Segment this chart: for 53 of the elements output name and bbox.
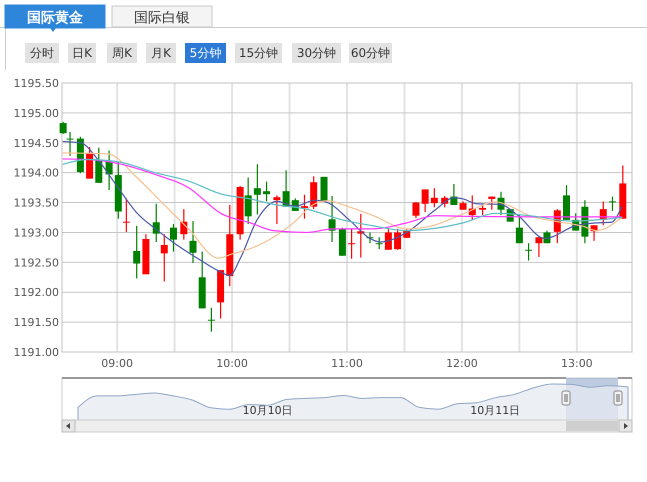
candlestick xyxy=(525,242,532,262)
candlestick xyxy=(412,201,420,219)
candlestick xyxy=(160,234,168,282)
candlestick xyxy=(384,228,392,250)
candlestick xyxy=(608,196,616,212)
candlestick xyxy=(273,194,280,225)
candlestick xyxy=(263,181,270,202)
candlestick xyxy=(376,236,383,250)
y-tick-label: 1195.00 xyxy=(14,106,59,120)
text: 国际黄金 xyxy=(27,10,84,26)
candlestick xyxy=(170,223,177,252)
y-tick-label: 1194.50 xyxy=(14,136,59,150)
y-tick-label: 1192.50 xyxy=(14,256,59,270)
candlestick xyxy=(66,131,74,157)
candlestick xyxy=(430,188,438,208)
x-tick-label: 09:00 xyxy=(101,357,134,370)
text: 日K xyxy=(72,46,94,60)
candlestick xyxy=(244,176,252,225)
candlestick xyxy=(488,196,496,210)
text: 60分钟 xyxy=(350,46,390,60)
candlestick xyxy=(300,194,308,220)
y-tick-label: 1192.00 xyxy=(14,286,59,300)
candlestick xyxy=(535,236,542,258)
candlestick xyxy=(348,228,356,260)
candlestick xyxy=(60,121,67,134)
text: 月K xyxy=(151,46,172,60)
text: 30分钟 xyxy=(296,46,336,60)
y-tick-label: 1195.50 xyxy=(14,77,59,90)
x-tick-label: 10月10日 xyxy=(242,404,293,417)
y-tick-label: 1191.00 xyxy=(14,346,59,359)
candlestick xyxy=(516,214,523,244)
candlestick xyxy=(190,220,197,264)
x-tick-label: 11:00 xyxy=(331,357,363,370)
y-tick-label: 1194.00 xyxy=(14,166,59,180)
text: 周K xyxy=(112,46,134,60)
text: 分时 xyxy=(30,46,54,60)
candlestick xyxy=(208,307,215,332)
candlestick xyxy=(422,188,429,213)
x-tick-label: 13:00 xyxy=(560,357,593,370)
x-tick-label: 10月11日 xyxy=(470,404,520,417)
y-tick-label: 1193.00 xyxy=(14,226,59,240)
text: 15分钟 xyxy=(238,46,278,60)
candlestick xyxy=(95,146,102,184)
candlestick xyxy=(254,164,261,216)
y-tick-label: 1193.50 xyxy=(14,196,59,210)
candlestick xyxy=(122,198,130,232)
x-tick-label: 12:00 xyxy=(446,357,478,370)
x-tick-label: 10:00 xyxy=(216,357,248,370)
y-tick-label: 1191.50 xyxy=(14,316,59,330)
text: 国际白银 xyxy=(134,10,190,26)
text: 5分钟 xyxy=(190,46,222,60)
candlestick xyxy=(394,228,402,250)
candlestick xyxy=(133,225,140,280)
